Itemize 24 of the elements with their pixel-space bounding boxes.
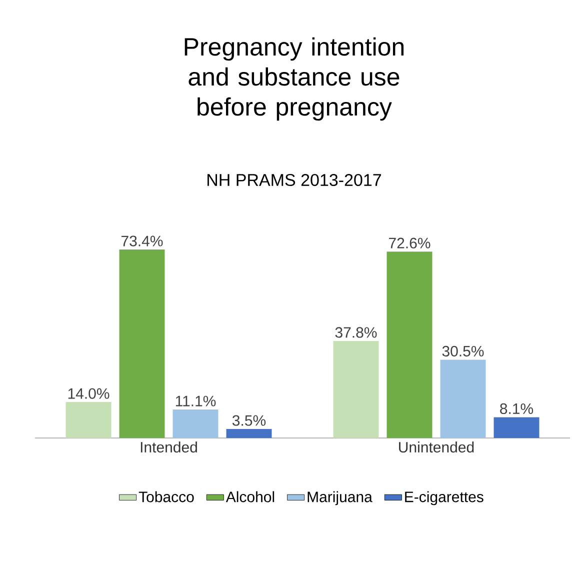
data-label: 73.4% <box>122 236 163 246</box>
legend-label: Alcohol <box>226 491 274 502</box>
x-tick-label: Intended <box>140 442 197 453</box>
chart-title: Pregnancy intention and substance use before pregnancy <box>184 37 404 121</box>
legend-label: Marijuana <box>308 491 372 506</box>
chart-subtitle: NH PRAMS 2013-2017 <box>208 174 381 186</box>
bar <box>66 402 112 438</box>
bar <box>386 252 432 438</box>
data-label: 14.0% <box>68 388 110 399</box>
data-label: 37.8% <box>335 327 377 338</box>
data-label: 72.6% <box>389 238 430 248</box>
legend-label: Tobacco <box>138 491 194 502</box>
data-label: 30.5% <box>442 346 484 356</box>
bar <box>226 429 272 438</box>
legend-label: E-cigarettes <box>405 491 484 506</box>
data-label: 11.1% <box>176 396 216 406</box>
data-label: 8.1% <box>500 403 534 414</box>
x-tick-label: Unintended <box>399 442 474 453</box>
bar <box>333 340 379 438</box>
bar <box>494 417 540 438</box>
bar <box>440 360 486 438</box>
data-label: 3.5% <box>232 415 266 426</box>
bar <box>119 250 165 438</box>
bar <box>172 410 218 438</box>
